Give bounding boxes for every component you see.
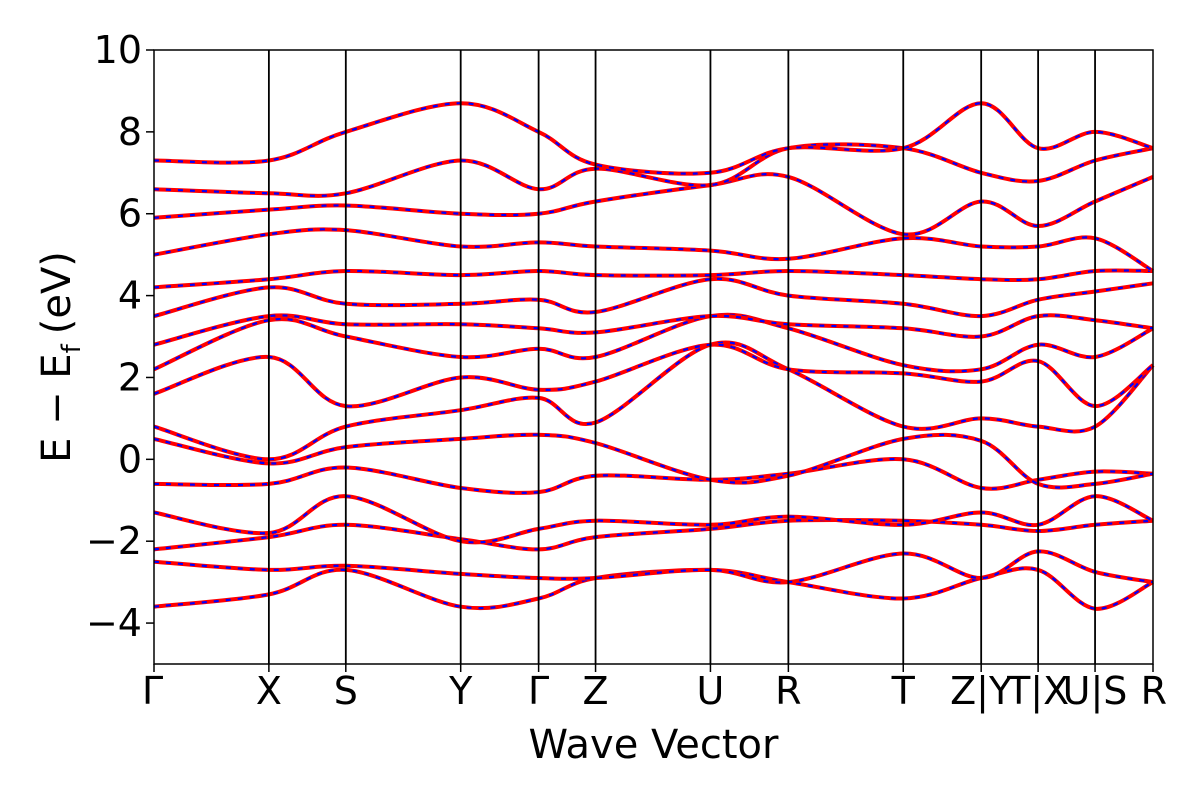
y-tick-label: 4 — [118, 274, 142, 318]
band-line-5 — [153, 457, 1154, 495]
band-line-dashed-3 — [153, 518, 1154, 551]
band-line-10 — [153, 313, 1154, 347]
band-line-dashed-10 — [153, 314, 1154, 346]
band-line-dashed-13 — [153, 228, 1154, 272]
x-tick-label: Γ — [528, 669, 549, 713]
band-line-13 — [153, 227, 1155, 273]
y-tick-label: 2 — [118, 355, 142, 399]
band-line-dashed-15 — [153, 143, 1154, 197]
band-line-16 — [153, 101, 1154, 176]
y-axis-label: E − Ef (eV) — [34, 251, 87, 463]
band-line-dashed-6 — [153, 433, 1154, 489]
y-axis-label-main: E − E — [34, 353, 80, 463]
high-symmetry-lines — [267, 50, 1096, 664]
bands-layer — [153, 101, 1155, 611]
band-line-4 — [153, 494, 1154, 545]
y-axis-label-unit: (eV) — [34, 251, 80, 334]
y-axis-label-subscript: f — [57, 343, 87, 353]
y-tick-label: 10 — [94, 28, 142, 72]
x-tick-label: R — [775, 669, 801, 713]
band-line-15 — [153, 142, 1154, 198]
x-tick-label: T — [891, 669, 916, 713]
x-axis-label: Wave Vector — [529, 722, 780, 768]
x-tick-label: T|X — [1006, 669, 1069, 714]
band-line-12 — [153, 268, 1154, 290]
x-tick-label: S — [334, 669, 358, 713]
y-tick-label: −4 — [86, 601, 142, 645]
band-line-dashed-11 — [153, 277, 1154, 318]
band-line-dashed-14 — [153, 173, 1154, 236]
y-tick-label: 8 — [118, 110, 142, 154]
y-axis-ticks: −4 −2 0 2 4 6 8 10 — [86, 28, 154, 645]
band-line-11 — [153, 276, 1154, 319]
band-line-2 — [153, 549, 1154, 585]
y-tick-label: −2 — [86, 519, 142, 563]
y-tick-label: 0 — [118, 437, 142, 481]
x-tick-label: X — [256, 669, 282, 713]
x-tick-label: U|S — [1063, 669, 1128, 714]
band-line-dashed-8 — [153, 343, 1154, 408]
x-tick-label: U — [697, 669, 725, 713]
x-tick-label: R — [1141, 669, 1167, 713]
x-tick-label: Z — [583, 669, 609, 713]
x-tick-label: Γ — [142, 669, 163, 713]
band-line-dashed-9 — [153, 313, 1154, 373]
plot-frame — [153, 49, 1154, 665]
band-line-14 — [153, 172, 1154, 237]
x-tick-label: Y — [448, 669, 473, 713]
band-line-8 — [153, 342, 1155, 409]
x-axis-ticks: Γ X S Y Γ Z U R T Z|YT|XU|S R — [142, 664, 1167, 714]
y-tick-label: 6 — [118, 192, 142, 236]
band-line-6 — [153, 432, 1154, 490]
band-line-dashed-4 — [153, 495, 1154, 544]
band-line-dashed-7 — [153, 341, 1154, 461]
x-tick-label: Z|Y — [950, 669, 1013, 714]
